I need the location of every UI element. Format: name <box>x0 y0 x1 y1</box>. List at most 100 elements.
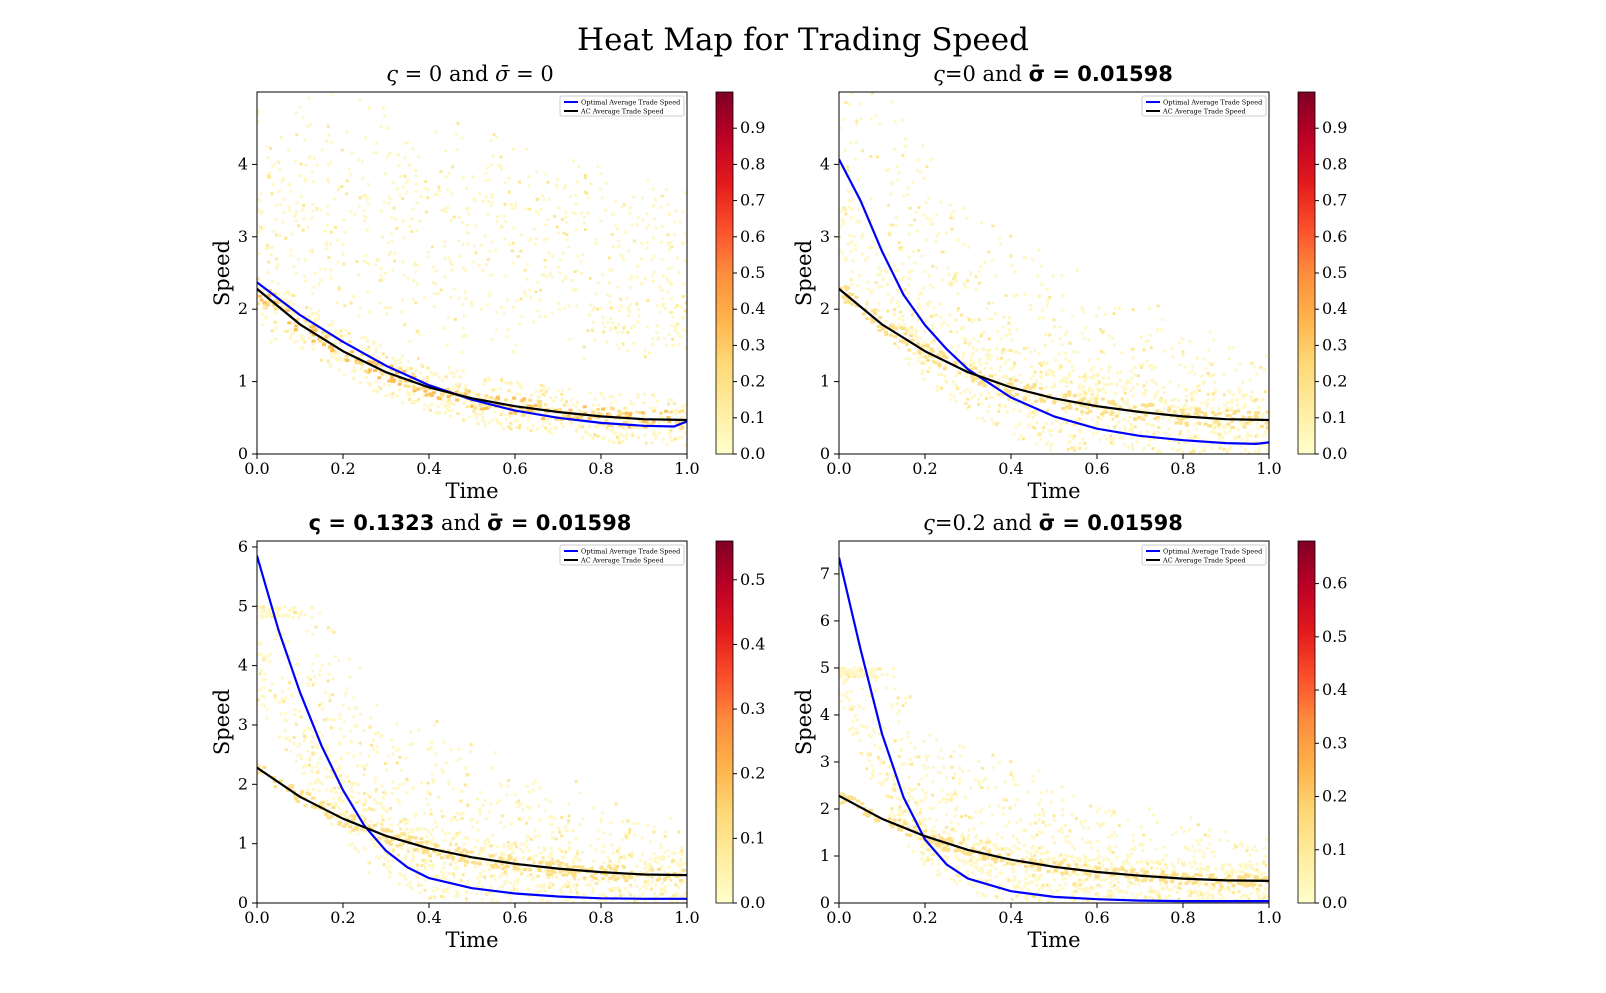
heat-cell <box>683 443 687 447</box>
heat-cell <box>330 775 334 779</box>
heat-cell <box>355 827 360 831</box>
heat-cell <box>337 659 341 663</box>
heat-cell <box>351 828 356 832</box>
heat-cell <box>672 402 676 406</box>
heat-cell <box>634 884 638 888</box>
heat-cell <box>478 412 482 416</box>
heat-cell <box>360 828 365 832</box>
heat-cell <box>1197 422 1202 426</box>
heat-cell <box>662 438 666 442</box>
heat-cell <box>347 780 351 784</box>
heat-cell <box>363 767 367 771</box>
heat-cell <box>398 367 403 371</box>
heat-cell <box>857 207 861 211</box>
heat-cell <box>329 718 333 722</box>
heat-cell <box>330 772 334 776</box>
heat-cell <box>342 735 346 739</box>
heat-cell <box>1130 428 1134 432</box>
heat-cell <box>446 407 450 411</box>
legend-label: Optimal Average Trade Speed <box>1163 99 1262 107</box>
heat-cell <box>325 718 329 722</box>
heat-cell <box>907 291 911 295</box>
heat-cell <box>404 756 408 760</box>
heat-cell <box>273 307 278 311</box>
heat-cell <box>283 292 287 296</box>
heat-cell <box>311 209 315 213</box>
heat-cell <box>547 815 551 819</box>
heat-cell <box>564 275 568 279</box>
heat-cell <box>536 309 540 313</box>
heat-cell <box>326 626 330 630</box>
heat-cell <box>1249 395 1253 399</box>
heat-cell <box>1243 448 1247 452</box>
heat-cell <box>306 683 310 687</box>
heat-cell <box>678 870 682 874</box>
heat-cell <box>1173 439 1177 443</box>
heat-cell <box>1018 352 1022 356</box>
heat-cell <box>339 756 343 760</box>
heat-cell <box>596 407 601 411</box>
heat-cell <box>464 187 468 191</box>
heat-cell <box>922 176 926 180</box>
heat-cell <box>1044 421 1048 425</box>
heat-cell <box>463 392 468 396</box>
heat-cell <box>1133 425 1137 429</box>
heat-cell <box>474 224 478 228</box>
heat-cell <box>1141 392 1145 396</box>
heat-cell <box>397 801 401 805</box>
heat-cell <box>1185 399 1189 403</box>
heat-cell <box>651 419 656 423</box>
heat-cell <box>1014 425 1018 429</box>
heat-cell <box>450 165 454 169</box>
heat-cell <box>650 422 655 426</box>
heat-cell <box>372 739 376 743</box>
heat-cell <box>480 847 484 851</box>
heat-cell <box>259 199 263 203</box>
heat-cell <box>466 231 470 235</box>
heat-cell <box>966 279 970 283</box>
heat-cell <box>528 239 532 243</box>
heat-cell <box>538 818 542 822</box>
heat-cell <box>657 421 661 425</box>
heat-cell <box>533 242 537 246</box>
heat-cell <box>411 207 415 211</box>
heat-cell <box>591 436 595 440</box>
heat-cell <box>931 286 935 290</box>
heat-cell <box>462 418 466 422</box>
y-tick-label: 0 <box>820 444 830 463</box>
heat-cell <box>506 328 510 332</box>
heat-cell <box>444 876 448 880</box>
heat-cell <box>1061 407 1066 411</box>
heat-cell <box>617 323 621 327</box>
heat-cell <box>331 320 335 324</box>
heat-cell <box>525 277 529 281</box>
heat-cell <box>295 317 300 321</box>
heat-cell <box>288 784 293 788</box>
heat-cell <box>454 385 458 389</box>
heat-cell <box>1230 406 1234 410</box>
heat-cell <box>567 387 571 391</box>
heat-cell <box>1088 410 1093 414</box>
heat-cell <box>450 837 454 841</box>
heat-cell <box>1150 378 1154 382</box>
heat-cell <box>582 899 586 903</box>
heat-cell <box>653 859 657 863</box>
heat-cell <box>619 253 623 257</box>
heat-cell <box>375 390 379 394</box>
heat-cell <box>415 841 420 845</box>
heat-cell <box>440 809 444 813</box>
heat-cell <box>652 270 656 274</box>
heat-cell <box>478 403 483 407</box>
heat-cell <box>1012 364 1016 368</box>
heat-cell <box>502 312 506 316</box>
heat-cell <box>651 337 655 341</box>
heat-cell <box>524 821 528 825</box>
heat-cell <box>1215 424 1219 428</box>
heat-cell <box>969 390 973 394</box>
plot-frame <box>838 91 1270 455</box>
heat-cell <box>1228 430 1232 434</box>
heat-cell <box>465 850 470 854</box>
heat-cell <box>1094 401 1099 405</box>
heat-cell <box>842 206 846 210</box>
heat-cell <box>443 839 447 843</box>
